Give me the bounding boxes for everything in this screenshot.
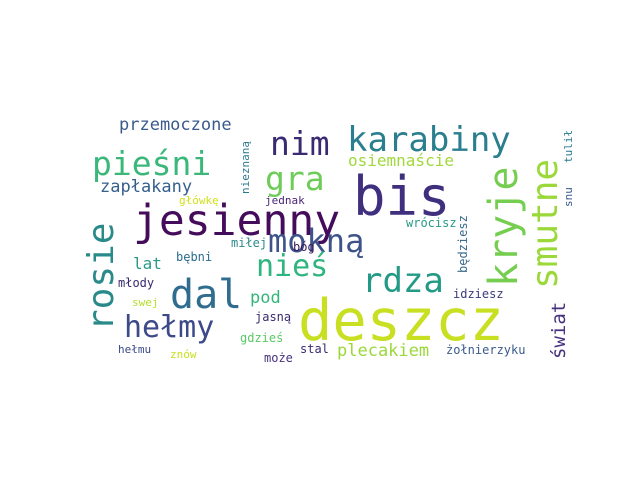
- word-helmy: hełmy: [124, 310, 215, 345]
- word-wrocisz: wrócisz: [406, 216, 457, 230]
- word-moze: może: [264, 351, 293, 365]
- word-idziesz: idziesz: [453, 287, 504, 301]
- word-gra: gra: [265, 159, 325, 198]
- word-bebni: bębni: [176, 250, 213, 264]
- word-nieznana: nieznaną: [239, 141, 252, 194]
- word-smutne: smutne: [525, 158, 566, 289]
- word-helmu: hełmu: [118, 343, 152, 356]
- word-tulil: tulił: [562, 129, 575, 163]
- word-plecakiem: plecakiem: [337, 341, 430, 361]
- word-snu: snu: [562, 187, 575, 207]
- word-bis: bis: [353, 165, 451, 228]
- word-kryje: kryje: [481, 166, 527, 287]
- word-zaplakany: zapłakany: [100, 177, 193, 197]
- word-stal: stal: [300, 342, 329, 356]
- word-rosie: rosie: [81, 222, 122, 331]
- word-jesienny: jesienny: [133, 196, 341, 246]
- word-swiat: świat: [548, 301, 570, 359]
- word-deszcz: deszcz: [298, 288, 504, 354]
- word-piesni: pieśni: [92, 144, 212, 183]
- word-nim: nim: [270, 124, 330, 163]
- word-gdzies: gdzieś: [240, 331, 284, 345]
- word-mokna: mokną: [268, 222, 365, 260]
- word-rdza: rdza: [362, 261, 444, 301]
- word-znow: znów: [170, 348, 197, 361]
- word-lat: lat: [133, 254, 162, 273]
- word-przemoczone: przemoczone: [119, 115, 232, 135]
- word-dal: dal: [170, 272, 243, 318]
- word-milej: miłej: [231, 236, 268, 250]
- word-pod: pod: [250, 288, 281, 308]
- word-bog: bóg: [293, 240, 315, 254]
- word-mlody: młody: [118, 276, 155, 290]
- word-glowke: główkę: [179, 194, 219, 207]
- word-jasna: jasną: [255, 310, 292, 324]
- word-osiemnascie: osiemnaście: [348, 151, 454, 170]
- word-zolnierzyku: żołnierzyku: [446, 343, 526, 357]
- word-swej: swej: [132, 296, 159, 309]
- word-jednak: jednak: [265, 194, 305, 207]
- word-bedziesz: będziesz: [456, 215, 470, 273]
- word-karabiny: karabiny: [347, 120, 511, 160]
- word-cloud: deszcz bis jesienny kryje karabiny smutn…: [80, 107, 575, 374]
- word-nies: nieś: [256, 249, 329, 284]
